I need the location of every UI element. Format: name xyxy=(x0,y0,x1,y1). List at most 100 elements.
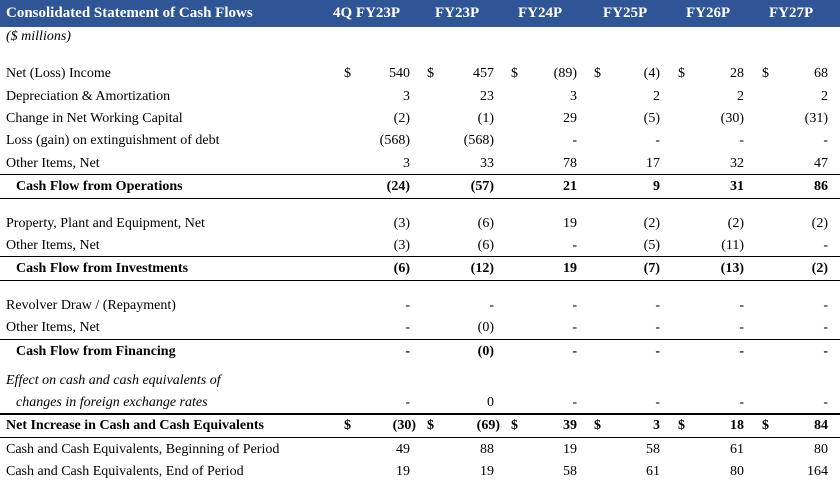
cell-fy23p: (568) xyxy=(463,133,494,148)
cell-fy23p: 23 xyxy=(480,89,494,104)
row-label: Cash and Cash Equivalents, Beginning of … xyxy=(6,442,280,457)
cell-4q-fy23p: - xyxy=(405,320,410,335)
cell-fy26p: 18 xyxy=(730,418,744,433)
cell-fy24p: - xyxy=(572,298,577,313)
cell-fy23p: (6) xyxy=(477,238,494,253)
cell-fy25p: 17 xyxy=(646,156,660,171)
cell-fy25p: (5) xyxy=(643,238,660,253)
cell-fy24p: - xyxy=(572,395,577,410)
cell-fy26p: - xyxy=(739,395,744,410)
cell-fy27p: 84 xyxy=(814,418,828,433)
cell-4q-fy23p: (3) xyxy=(393,216,410,231)
currency-symbol: $ xyxy=(594,66,601,81)
cell-fy23p: 33 xyxy=(480,156,494,171)
row-label: Cash Flow from Investments xyxy=(16,261,189,276)
currency-symbol: $ xyxy=(427,418,434,433)
row-other-items-financing: Other Items, Net - (0) - - - - xyxy=(0,317,840,338)
cell-4q-fy23p: - xyxy=(405,298,410,313)
cell-fy26p: 80 xyxy=(730,464,744,479)
cell-fy26p: (30) xyxy=(720,111,744,126)
row-label: Change in Net Working Capital xyxy=(6,111,183,126)
cell-fy25p: - xyxy=(655,320,660,335)
cell-fy26p: (11) xyxy=(721,238,744,253)
row-label: Cash and Cash Equivalents, End of Period xyxy=(6,464,244,479)
divider xyxy=(0,174,840,175)
cell-fy23p: - xyxy=(489,298,494,313)
row-label: Cash Flow from Financing xyxy=(16,344,176,359)
cell-fy26p: - xyxy=(739,133,744,148)
row-net-working-capital: Change in Net Working Capital (2) (1) 29… xyxy=(0,108,840,129)
cell-fy27p: - xyxy=(823,298,828,313)
row-other-items-operations: Other Items, Net 3 33 78 17 32 47 xyxy=(0,153,840,174)
row-net-income: Net (Loss) Income $ 540 $ 457 $ (89) $ (… xyxy=(0,63,840,84)
cell-fy23p: 0 xyxy=(487,395,494,410)
column-header-fy27p: FY27P xyxy=(769,5,814,21)
row-fx-effect-line1: Effect on cash and cash equivalents of xyxy=(0,370,840,391)
divider xyxy=(0,339,840,340)
cell-fy23p: 457 xyxy=(473,66,494,81)
currency-symbol: $ xyxy=(594,418,601,433)
currency-symbol: $ xyxy=(762,66,769,81)
cell-fy27p: 164 xyxy=(807,464,828,479)
cell-fy23p: (0) xyxy=(477,320,494,335)
currency-symbol: $ xyxy=(511,418,518,433)
currency-symbol: $ xyxy=(762,418,769,433)
cell-fy25p: (4) xyxy=(643,66,660,81)
cell-fy25p: (2) xyxy=(643,216,660,231)
cell-fy26p: 61 xyxy=(730,442,744,457)
row-label: Other Items, Net xyxy=(6,320,100,335)
cell-4q-fy23p: 3 xyxy=(403,89,410,104)
cell-fy23p: (1) xyxy=(477,111,494,126)
cell-fy27p: 80 xyxy=(814,442,828,457)
currency-symbol: $ xyxy=(678,418,685,433)
cell-fy23p: (12) xyxy=(470,261,494,276)
cell-fy25p: 3 xyxy=(653,418,660,433)
row-revolver: Revolver Draw / (Repayment) - - - - - - xyxy=(0,295,840,316)
row-label: Other Items, Net xyxy=(6,238,100,253)
cell-fy25p: 9 xyxy=(653,179,660,194)
cell-fy27p: 2 xyxy=(821,89,828,104)
row-label: Other Items, Net xyxy=(6,156,100,171)
unit-note: ($ millions) xyxy=(6,29,71,44)
cell-4q-fy23p: 19 xyxy=(396,464,410,479)
cell-fy24p: 19 xyxy=(563,442,577,457)
cell-fy27p: - xyxy=(823,133,828,148)
cell-fy23p: (6) xyxy=(477,216,494,231)
cell-fy23p: 88 xyxy=(480,442,494,457)
row-cash-flow-investments: Cash Flow from Investments (6) (12) 19 (… xyxy=(0,258,840,279)
cell-fy27p: (31) xyxy=(804,111,828,126)
cell-fy24p: 58 xyxy=(563,464,577,479)
row-fx-effect: changes in foreign exchange rates - 0 - … xyxy=(0,392,840,413)
cell-fy26p: - xyxy=(739,298,744,313)
row-label: Loss (gain) on extinguishment of debt xyxy=(6,133,220,148)
row-label: Effect on cash and cash equivalents of xyxy=(6,373,221,388)
divider xyxy=(0,198,840,199)
currency-symbol: $ xyxy=(678,66,685,81)
currency-symbol: $ xyxy=(344,66,351,81)
divider xyxy=(0,280,840,281)
divider xyxy=(0,413,840,415)
row-other-items-investments: Other Items, Net (3) (6) - (5) (11) - xyxy=(0,235,840,256)
currency-symbol: $ xyxy=(511,66,518,81)
cell-fy27p: - xyxy=(823,320,828,335)
cell-fy26p: 2 xyxy=(737,89,744,104)
cell-4q-fy23p: (2) xyxy=(393,111,410,126)
divider xyxy=(0,256,840,257)
row-loss-gain-debt: Loss (gain) on extinguishment of debt (5… xyxy=(0,130,840,151)
cell-fy27p: - xyxy=(823,238,828,253)
cell-4q-fy23p: - xyxy=(405,344,410,359)
cell-4q-fy23p: (6) xyxy=(393,261,410,276)
cell-4q-fy23p: 540 xyxy=(389,66,410,81)
cell-fy27p: - xyxy=(823,395,828,410)
column-header-fy25p: FY25P xyxy=(603,5,648,21)
cell-fy23p: (57) xyxy=(470,179,494,194)
cell-fy25p: - xyxy=(655,133,660,148)
cell-fy26p: 28 xyxy=(730,66,744,81)
cell-4q-fy23p: (568) xyxy=(379,133,410,148)
cell-fy24p: - xyxy=(572,133,577,148)
cell-4q-fy23p: 49 xyxy=(396,442,410,457)
row-net-increase: Net Increase in Cash and Cash Equivalent… xyxy=(0,415,840,436)
cell-fy27p: 86 xyxy=(814,179,828,194)
statement-title: Consolidated Statement of Cash Flows xyxy=(6,5,253,21)
